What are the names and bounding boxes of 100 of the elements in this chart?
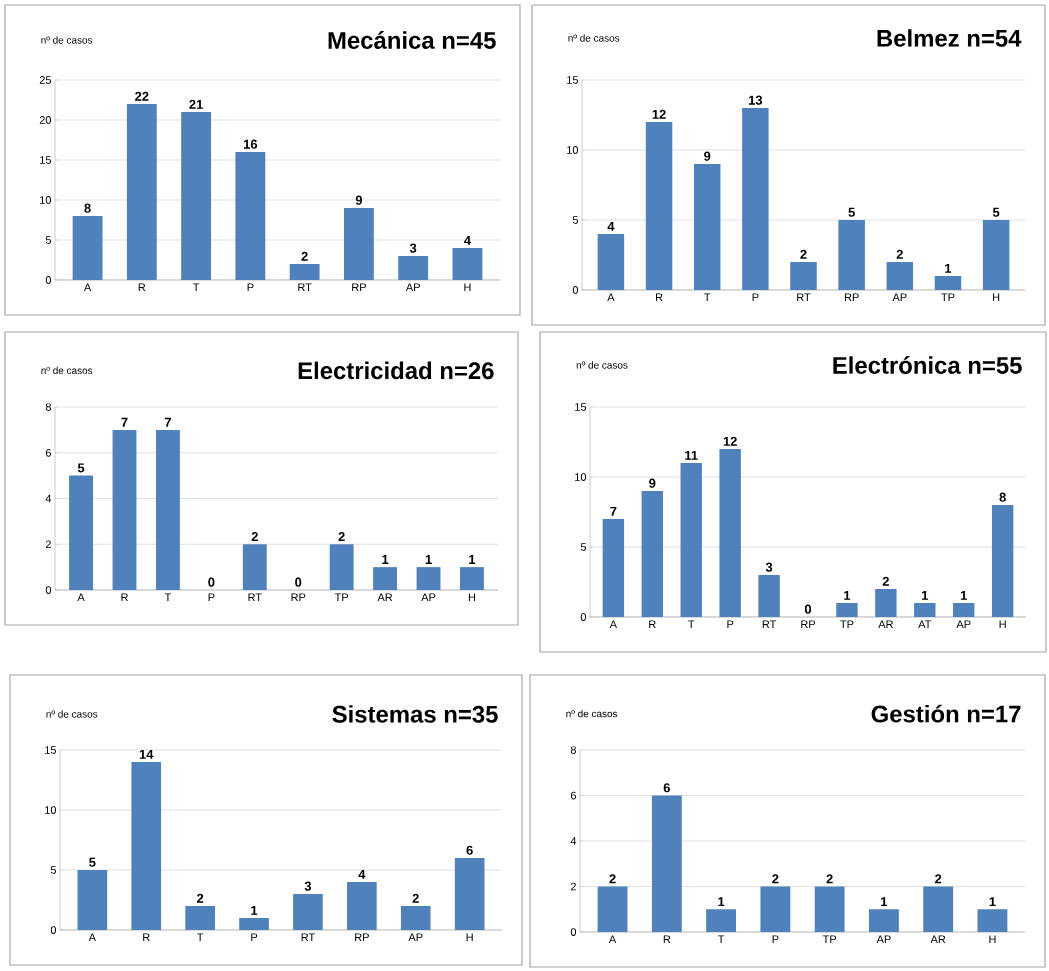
x-tick-label: T: [164, 593, 172, 602]
data-label: 2: [251, 532, 258, 542]
y-axis-title: nº de casos: [41, 36, 93, 44]
bar: [645, 121, 673, 290]
data-label: 0: [804, 604, 812, 614]
bar: [293, 894, 323, 930]
y-axis-title: nº de casos: [568, 34, 620, 42]
data-label: 2: [935, 874, 942, 884]
y-tick-label: 0: [570, 928, 577, 936]
y-axis-title: nº de casos: [46, 710, 98, 718]
bar: [719, 449, 741, 617]
x-tick-label: P: [752, 293, 759, 302]
data-label: 2: [826, 874, 833, 884]
data-label: 12: [723, 436, 737, 446]
x-tick-label: TP: [840, 620, 854, 629]
data-label: 2: [301, 251, 308, 261]
data-label: 1: [922, 590, 929, 600]
y-tick-label: 2: [45, 540, 51, 549]
bar: [991, 505, 1014, 617]
y-tick-label: 0: [45, 586, 52, 594]
data-label: 0: [208, 577, 215, 587]
data-label: 9: [704, 151, 711, 161]
data-label: 9: [355, 195, 363, 205]
bar: [838, 219, 865, 290]
bar: [597, 233, 625, 290]
x-tick-label: R: [121, 593, 128, 602]
x-tick-label: T: [704, 293, 711, 302]
data-label: 2: [800, 249, 807, 259]
data-label: 4: [464, 235, 471, 245]
bar: [977, 909, 1008, 932]
bar: [460, 567, 484, 590]
x-tick-label: H: [999, 620, 1006, 629]
y-tick-label: 4: [45, 494, 52, 503]
data-label: 7: [610, 506, 617, 516]
y-axis-title: nº de casos: [576, 361, 628, 369]
x-tick-label: A: [607, 293, 615, 302]
x-tick-label: AP: [876, 935, 891, 944]
data-label: 1: [718, 897, 725, 907]
x-tick-label: P: [208, 593, 215, 602]
x-tick-label: A: [77, 593, 85, 602]
bar: [982, 219, 1010, 290]
x-tick-label: RT: [298, 283, 312, 292]
chart-title: Sistemas n=35: [332, 705, 498, 723]
y-tick-label: 0: [580, 613, 587, 621]
bar: [814, 886, 845, 932]
y-axis-title: nº de casos: [41, 366, 93, 375]
x-tick-label: T: [197, 933, 204, 942]
x-tick-label: AR: [930, 935, 946, 944]
x-tick-label: T: [193, 283, 200, 292]
y-tick-label: 15: [567, 76, 579, 84]
data-label: 1: [960, 590, 967, 600]
bar: [923, 886, 954, 932]
bar: [242, 544, 267, 590]
bar: [235, 151, 266, 280]
y-tick-label: 15: [45, 746, 57, 754]
y-tick-label: 5: [50, 866, 57, 874]
y-tick-label: 25: [39, 76, 52, 84]
data-label: 14: [139, 749, 154, 759]
bar: [641, 491, 663, 617]
bar: [239, 918, 269, 930]
chart-title: Gestión n=17: [871, 704, 1021, 723]
data-label: 4: [358, 869, 366, 879]
data-label: 1: [425, 555, 432, 564]
bar: [914, 603, 936, 617]
data-label: 5: [77, 463, 85, 473]
data-label: 3: [409, 243, 417, 253]
data-label: 8: [84, 203, 91, 213]
y-tick-label: 4: [570, 837, 577, 845]
data-label: 2: [882, 576, 889, 586]
data-label: 6: [466, 845, 473, 855]
x-tick-label: RT: [762, 620, 777, 629]
data-label: 1: [945, 263, 952, 273]
x-tick-label: RT: [248, 593, 262, 602]
data-label: 7: [164, 417, 171, 427]
bar: [181, 111, 212, 280]
x-tick-label: A: [88, 933, 96, 942]
bar: [836, 603, 858, 617]
data-label: 2: [772, 874, 779, 884]
y-tick-label: 6: [45, 448, 51, 457]
bar: [373, 567, 398, 590]
data-label: 22: [135, 91, 149, 101]
y-tick-label: 10: [575, 473, 587, 481]
bar: [953, 603, 975, 617]
data-label: 12: [652, 109, 666, 119]
y-tick-label: 0: [572, 286, 579, 294]
bar: [742, 107, 769, 290]
x-tick-label: AP: [421, 593, 436, 602]
bar: [289, 263, 320, 280]
bar: [185, 906, 215, 930]
x-tick-label: RT: [301, 933, 315, 942]
y-tick-label: 15: [575, 403, 587, 411]
bar: [126, 103, 157, 280]
x-tick-label: H: [993, 293, 1000, 302]
data-label: 21: [189, 99, 203, 109]
x-tick-label: RP: [291, 593, 306, 602]
bar: [706, 909, 737, 932]
bar: [868, 909, 899, 932]
x-tick-label: H: [989, 935, 996, 944]
data-label: 2: [197, 893, 204, 903]
x-tick-label: AP: [408, 933, 423, 942]
